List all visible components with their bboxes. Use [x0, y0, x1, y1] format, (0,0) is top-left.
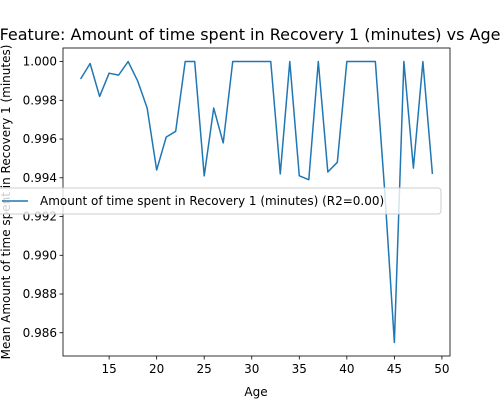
x-tick-label: 50 [434, 362, 449, 376]
y-tick-label: 0.996 [23, 132, 57, 146]
x-axis-label: Age [244, 385, 267, 399]
series-line-0 [79, 60, 434, 344]
x-tick-label: 20 [149, 362, 164, 376]
y-tick-label: 0.988 [23, 287, 57, 301]
y-tick-label: 0.998 [23, 93, 57, 107]
x-tick-label: 15 [101, 362, 116, 376]
y-tick-label: 1.000 [23, 55, 57, 69]
y-tick-label: 0.994 [23, 171, 57, 185]
chart-title: Feature: Amount of time spent in Recover… [0, 25, 500, 44]
x-tick-label: 40 [339, 362, 354, 376]
x-tick-label: 45 [387, 362, 402, 376]
legend-box [0, 187, 442, 215]
legend-label: Amount of time spent in Recovery 1 (minu… [40, 194, 384, 208]
y-tick-label: 0.986 [23, 326, 57, 340]
x-tick-label: 35 [292, 362, 307, 376]
x-axis: 15 20 25 30 35 40 45 50 [101, 356, 450, 376]
x-tick-label: 25 [197, 362, 212, 376]
legend: Amount of time spent in Recovery 1 (minu… [0, 187, 442, 215]
y-tick-label: 0.990 [23, 248, 57, 262]
x-tick-label: 30 [244, 362, 259, 376]
